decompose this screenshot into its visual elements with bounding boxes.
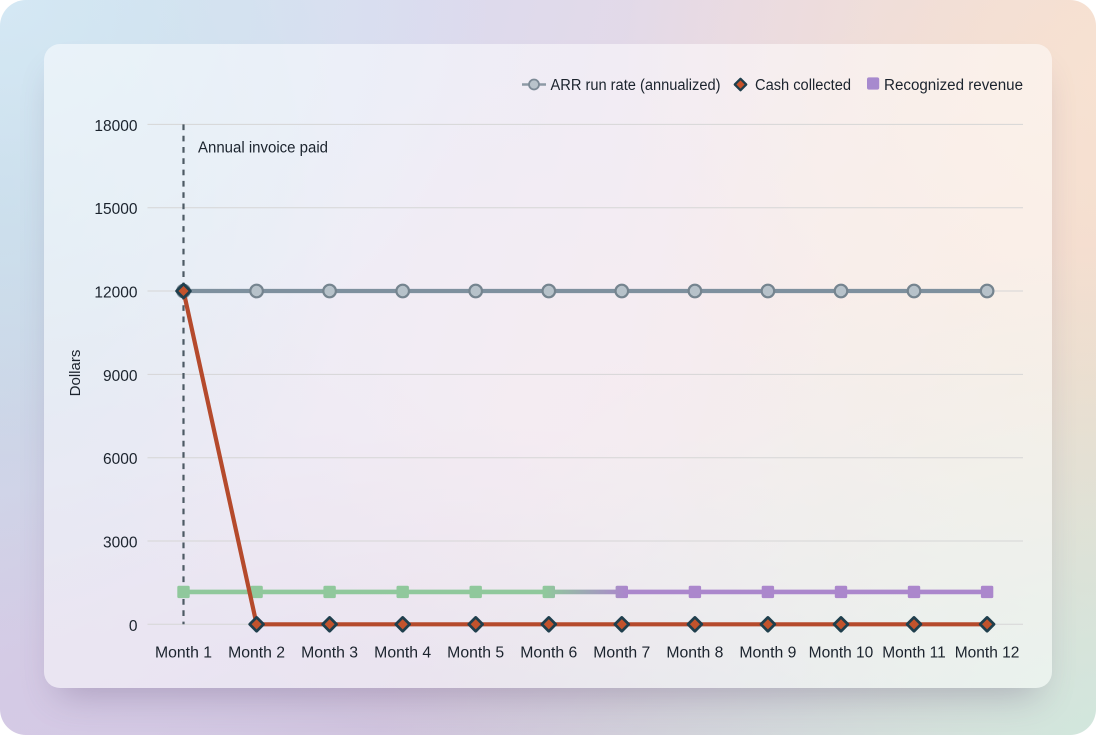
- svg-text:Month 7: Month 7: [593, 644, 650, 661]
- svg-text:Cash collected: Cash collected: [755, 77, 851, 94]
- svg-text:Month 3: Month 3: [301, 644, 358, 661]
- svg-text:Dollars: Dollars: [67, 350, 84, 397]
- svg-text:6000: 6000: [103, 451, 138, 468]
- svg-text:Month 10: Month 10: [809, 644, 874, 661]
- svg-text:Month 6: Month 6: [520, 644, 577, 661]
- svg-text:Month 4: Month 4: [374, 644, 431, 661]
- svg-text:Annual invoice paid: Annual invoice paid: [198, 140, 328, 157]
- svg-text:Month 2: Month 2: [228, 644, 285, 661]
- svg-text:Month 5: Month 5: [447, 644, 504, 661]
- svg-text:3000: 3000: [103, 535, 138, 552]
- svg-text:Month 12: Month 12: [955, 644, 1020, 661]
- svg-text:9000: 9000: [103, 368, 138, 385]
- svg-text:15000: 15000: [94, 201, 137, 218]
- svg-text:Month 8: Month 8: [666, 644, 723, 661]
- svg-text:Month 1: Month 1: [155, 644, 212, 661]
- svg-text:ARR run rate (annualized): ARR run rate (annualized): [551, 77, 721, 94]
- svg-text:Month 9: Month 9: [739, 644, 796, 661]
- svg-text:Month 11: Month 11: [882, 644, 945, 661]
- svg-text:0: 0: [129, 618, 138, 635]
- svg-text:12000: 12000: [94, 285, 137, 302]
- svg-text:18000: 18000: [94, 118, 137, 135]
- svg-text:Recognized revenue: Recognized revenue: [884, 77, 1023, 94]
